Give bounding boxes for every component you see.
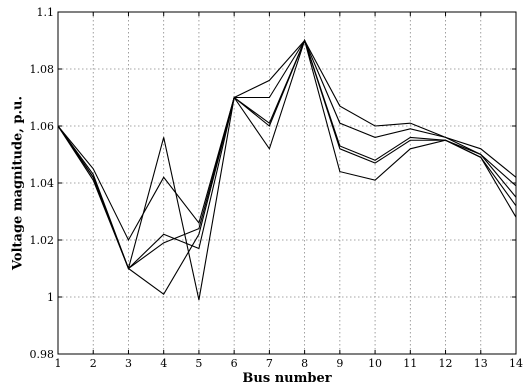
tick-marks — [57, 11, 517, 355]
x-tick-labels: 1 2 3 4 5 6 7 8 9 10 11 12 13 14 — [55, 357, 524, 370]
x-tick-label: 7 — [266, 357, 273, 370]
y-axis-label: Voltage magnitude, p.u. — [11, 96, 26, 271]
series-line-4 — [57, 38, 517, 295]
y-tick-label: 1.04 — [30, 177, 55, 190]
series-line-3 — [57, 39, 517, 270]
series-line-5 — [57, 38, 517, 270]
x-tick-label: 11 — [403, 357, 417, 370]
x-tick-label: 2 — [90, 357, 97, 370]
y-tick-label: 1.02 — [30, 234, 55, 247]
x-tick-label: 8 — [301, 357, 308, 370]
y-tick-label: 0.98 — [30, 348, 55, 361]
x-tick-label: 13 — [474, 357, 488, 370]
series-lines — [57, 38, 517, 300]
y-tick-label: 1.06 — [30, 120, 55, 133]
grid — [58, 12, 516, 354]
series-line-2 — [57, 39, 517, 300]
x-tick-label: 4 — [160, 357, 167, 370]
x-tick-label: 9 — [336, 357, 343, 370]
x-tick-label: 6 — [231, 357, 238, 370]
x-tick-label: 14 — [509, 357, 523, 370]
x-tick-label: 5 — [195, 357, 202, 370]
x-tick-label: 1 — [55, 357, 62, 370]
series-line-1 — [57, 39, 517, 242]
y-tick-label: 1.1 — [37, 6, 55, 19]
x-tick-label: 3 — [125, 357, 132, 370]
x-tick-label: 10 — [368, 357, 382, 370]
x-tick-label: 12 — [439, 357, 453, 370]
y-tick-label: 1 — [47, 291, 54, 304]
y-tick-label: 1.08 — [30, 63, 55, 76]
y-tick-labels: 0.98 1 1.02 1.04 1.06 1.08 1.1 — [30, 6, 55, 361]
x-axis-label: Bus number — [242, 371, 331, 386]
